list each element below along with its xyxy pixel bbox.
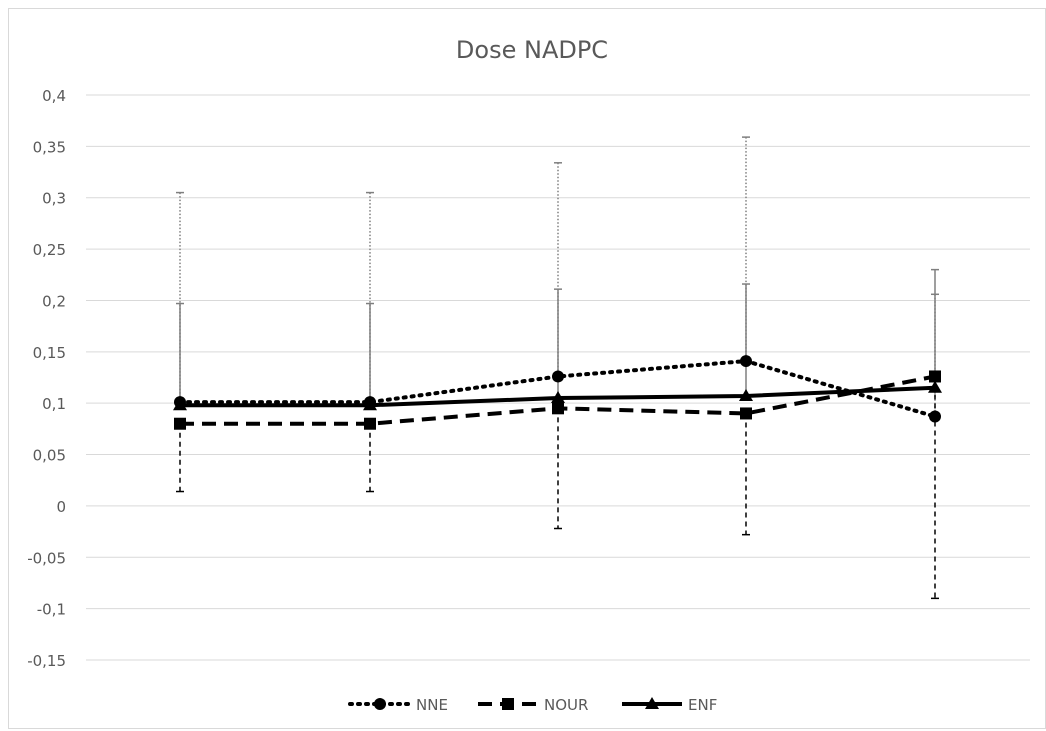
legend-marker-nne [374, 698, 386, 710]
data-point-nour [552, 402, 564, 415]
y-tick-label: 0,2 [42, 292, 66, 310]
data-point-nour [929, 370, 941, 383]
y-tick-label: 0 [56, 498, 66, 516]
legend-marker-nour [502, 698, 514, 710]
y-tick-label: 0,35 [33, 138, 66, 156]
y-tick-label: 0,25 [33, 241, 66, 259]
y-tick-label: 0,05 [33, 447, 66, 465]
data-point-enf [173, 398, 187, 411]
data-point-nne [929, 410, 941, 423]
data-point-nne [552, 370, 564, 383]
data-point-nne [740, 355, 752, 368]
data-point-enf [928, 380, 942, 393]
chart-border [8, 8, 1046, 729]
data-point-nour [364, 417, 376, 430]
y-tick-label: -0,05 [27, 549, 66, 567]
legend-item-enf: ENF [622, 696, 717, 714]
y-tick-label: 0,1 [42, 395, 66, 413]
legend-label-enf: ENF [688, 696, 717, 714]
y-axis-tick-labels: -0,15 -0,1 -0,05 0 0,05 0,1 0,15 0,2 0,25 0,3 0,35… [27, 87, 66, 670]
y-tick-label: 0,3 [42, 190, 66, 208]
legend-item-nne: NNE [348, 696, 448, 714]
data-point-enf [363, 398, 377, 411]
data-point-enf [739, 388, 753, 401]
data-point-nour [740, 407, 752, 420]
legend-label-nne: NNE [416, 696, 448, 714]
legend-label-nour: NOUR [544, 696, 588, 714]
chart-title: Dose NADPC [456, 36, 608, 64]
y-tick-label: 0,15 [33, 344, 66, 362]
y-tick-label: -0,15 [27, 652, 66, 670]
data-point-enf [551, 391, 565, 404]
y-tick-label: -0,1 [37, 601, 66, 619]
legend-marker-enf [645, 697, 659, 709]
legend: NNE NOUR ENF [348, 696, 717, 714]
y-tick-label: 0,4 [42, 87, 66, 105]
series-markers [173, 355, 942, 430]
error-bars [176, 136, 939, 600]
data-point-nour [174, 417, 186, 430]
legend-item-nour: NOUR [478, 696, 588, 714]
